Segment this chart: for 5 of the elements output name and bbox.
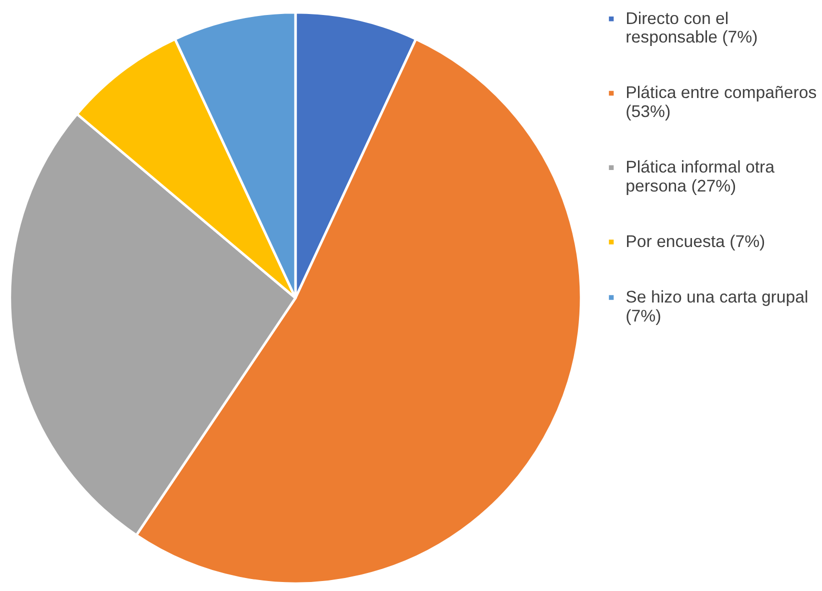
legend-label: Directo con el responsable (7%) <box>626 8 758 47</box>
legend-label: Plática entre compañeros (53%) <box>626 83 817 122</box>
legend-label: Plática informal otra persona (27%) <box>626 158 776 196</box>
legend-label: Se hizo una carta grupal (7%) <box>626 287 808 326</box>
legend-label: Por encuesta (7%) <box>626 232 766 251</box>
